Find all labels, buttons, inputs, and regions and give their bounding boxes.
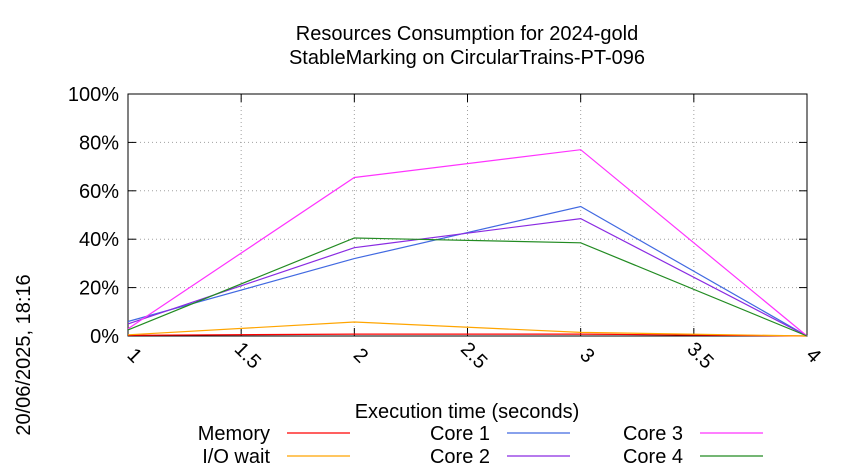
legend-label-core-3: Core 3 bbox=[623, 423, 683, 445]
x-tick-label: 2.5 bbox=[456, 338, 491, 373]
series-line-i-o-wait bbox=[127, 321, 808, 337]
x-tick-label: 3.5 bbox=[682, 338, 717, 373]
series-line-core-4 bbox=[127, 237, 808, 337]
y-tick-label: 60% bbox=[79, 181, 119, 203]
legend-label-memory: Memory bbox=[198, 423, 270, 445]
x-tick-label: 1.5 bbox=[230, 338, 265, 373]
chart-title: Resources Consumption for 2024-gold bbox=[296, 23, 638, 45]
legend-label-core-2: Core 2 bbox=[430, 446, 490, 468]
plot-lines bbox=[127, 149, 808, 337]
y-tick-label: 100% bbox=[68, 84, 119, 106]
series-line-core-2 bbox=[127, 217, 808, 337]
legend-label-i-o-wait: I/O wait bbox=[202, 446, 270, 468]
tick-labels: 0% 20% 40% 60% 80% 100% 1 1.5 2 2.5 3 3.5 4 bbox=[68, 84, 825, 373]
plot-border bbox=[127, 93, 808, 337]
grid bbox=[128, 94, 807, 336]
y-tick-label: 80% bbox=[79, 132, 119, 154]
timestamp-label: 20/06/2025, 18:16 bbox=[13, 274, 35, 435]
x-tick-label: 1 bbox=[123, 344, 146, 367]
y-tick-label: 40% bbox=[79, 229, 119, 251]
series-line-core-1 bbox=[127, 205, 808, 337]
x-tick-label: 2 bbox=[349, 344, 372, 367]
x-axis-label: Execution time (seconds) bbox=[355, 401, 580, 423]
legend-label-core-1: Core 1 bbox=[430, 423, 490, 445]
chart-subtitle: StableMarking on CircularTrains-PT-096 bbox=[289, 47, 645, 69]
series-line-core-3 bbox=[127, 149, 808, 337]
x-tick-label: 4 bbox=[802, 344, 825, 367]
series-line-memory bbox=[127, 333, 808, 337]
x-tick-label: 3 bbox=[575, 344, 598, 367]
legend-label-core-4: Core 4 bbox=[623, 446, 683, 468]
y-tick-label: 0% bbox=[90, 326, 119, 348]
y-tick-label: 20% bbox=[79, 278, 119, 300]
